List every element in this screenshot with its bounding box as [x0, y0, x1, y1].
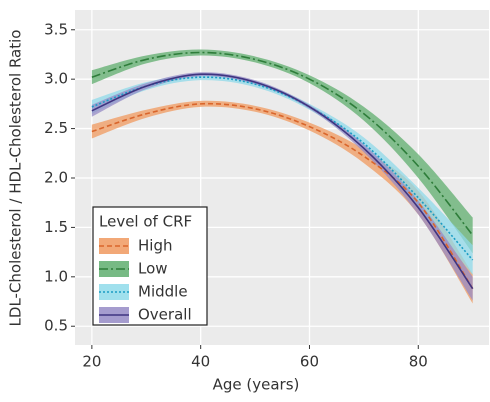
y-tick-label: 1.0 [44, 267, 68, 285]
series-line [91, 73, 474, 290]
legend: Level of CRF High Low Middle Overall [92, 206, 208, 326]
x-tick-label: 60 [300, 353, 319, 371]
y-tick-label: 3.5 [44, 20, 68, 38]
y-tick-label: 0.5 [44, 317, 68, 335]
series-line [91, 51, 474, 236]
legend-label: Overall [138, 306, 192, 324]
x-tick-label: 40 [191, 353, 210, 371]
confidence-band [91, 49, 473, 254]
lines [91, 51, 474, 290]
y-tick-label: 3.0 [44, 70, 68, 88]
confidence-band [91, 100, 473, 304]
x-tick-label: 20 [82, 353, 101, 371]
x-tick-label: 80 [409, 353, 428, 371]
bands [91, 49, 473, 304]
legend-swatch [99, 284, 129, 300]
series-line [91, 102, 474, 290]
y-tick-label: 2.5 [44, 119, 68, 137]
legend-title: Level of CRF [99, 213, 192, 231]
legend-label: High [138, 237, 172, 255]
y-axis-label: LDL-Cholesterol / HDL-Cholesterol Ratio [7, 30, 25, 327]
x-axis-label: Age (years) [213, 376, 300, 394]
legend-label: Middle [138, 283, 188, 301]
y-tick-label: 2.0 [44, 168, 68, 186]
axes: 0.5 1.0 1.5 2.0 2.5 3.0 3.5 20 40 60 80 [44, 20, 428, 370]
y-tick-label: 1.5 [44, 218, 68, 236]
legend-swatch [99, 261, 129, 277]
confidence-band [91, 72, 473, 301]
legend-label: Low [138, 260, 168, 278]
legend-swatch [99, 238, 129, 254]
